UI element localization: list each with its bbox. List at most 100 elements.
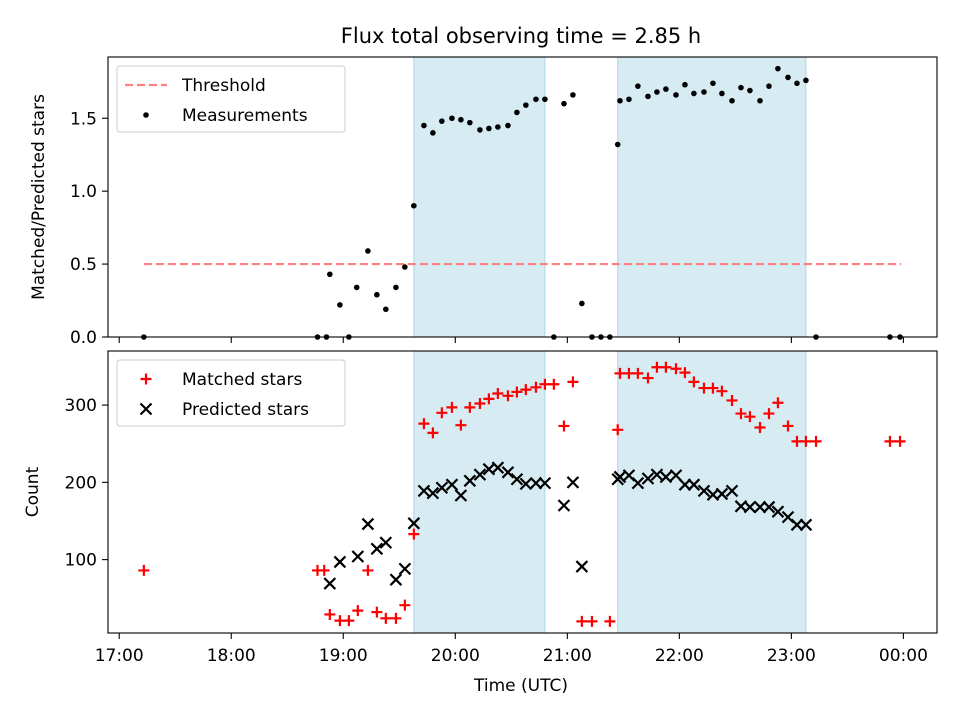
matched-star-point (352, 605, 364, 617)
predicted-star-point (715, 487, 729, 501)
predicted-star-point (743, 500, 757, 514)
y-tick-label: 200 (65, 473, 97, 493)
measurement-point (383, 306, 389, 313)
predicted-star-point (491, 461, 505, 474)
y-axis-label-bottom: Count (23, 466, 43, 517)
measurement-point (673, 92, 679, 98)
matched-star-point (604, 615, 616, 627)
matched-star-point (735, 408, 747, 420)
plot-frame-bottom (107, 350, 938, 634)
measurement-point (365, 248, 371, 254)
legend-label: Threshold (181, 76, 266, 96)
matched-star-point (502, 390, 514, 402)
predicted-star-point (445, 478, 459, 491)
measurement-point (327, 271, 333, 278)
y-tick-label: 1.0 (70, 182, 97, 202)
matched-star-point (744, 411, 756, 423)
matched-star-point (688, 376, 700, 388)
predicted-star-point (641, 472, 655, 485)
bottom-panel: 17:00 18:00 19:00 20:00 21:00 22:00 23:00 00:00… (23, 350, 938, 666)
matched-star-point (632, 367, 644, 379)
measurement-point (729, 97, 735, 104)
matched-star-point (446, 401, 458, 413)
predicted-star-point (678, 478, 692, 491)
matched-star-point (318, 564, 330, 576)
measurement-point (785, 74, 791, 81)
matched-star-point (548, 378, 560, 390)
matched-star-point (530, 381, 542, 393)
matched-star-point (716, 385, 728, 397)
matched-star-point (642, 372, 654, 384)
predicted-star-point (557, 499, 571, 512)
matched-star-point (371, 606, 383, 618)
predicted-star-point (575, 560, 589, 573)
x-tick-label: 18:00 (207, 646, 256, 666)
plot-frame-top (107, 56, 938, 338)
matched-star-point (612, 424, 624, 436)
matched-star-point (362, 564, 374, 576)
predicted-star-point (650, 468, 664, 481)
matched-star-point (782, 420, 794, 432)
x-tick-label: 23:00 (767, 646, 816, 666)
measurement-point (477, 127, 483, 133)
matched-star-point (707, 382, 719, 394)
x-tick-label: 17:00 (95, 646, 144, 666)
y-axis-label-top: Matched/Predicted stars (29, 94, 49, 300)
predicted-star-point (762, 500, 776, 514)
matched-star-point (679, 367, 691, 379)
legend-matched-swatch (140, 373, 152, 385)
measurement-point (803, 77, 809, 84)
x-tick-label: 20:00 (431, 646, 480, 666)
predicted-star-point (799, 518, 813, 532)
measurement-point (654, 89, 660, 95)
predicted-star-point (379, 536, 393, 549)
x-tick-label: 19:00 (319, 646, 368, 666)
measurement-point (766, 83, 772, 89)
axes-bottom: 17:00 18:00 19:00 20:00 21:00 22:00 23:00 00:00… (65, 396, 928, 666)
predicted-star-point (725, 484, 739, 498)
measurement-point (430, 130, 436, 136)
matched-star-point (576, 615, 588, 627)
predicted-star-point (510, 472, 524, 486)
measurement-point (614, 141, 621, 148)
matched-star-point (754, 421, 766, 433)
x-tick-label: 22:00 (655, 646, 704, 666)
predicted-star-point (790, 518, 804, 532)
y-tick-label: 100 (65, 551, 97, 571)
measurement-point (635, 83, 641, 89)
matched-star-point (427, 427, 439, 439)
y-tick-label: 1.5 (70, 109, 97, 129)
shaded-intervals-top (413, 56, 807, 338)
measurement-point (533, 96, 539, 103)
measurement-point (449, 115, 455, 122)
legend-top: Threshold Measurements (116, 65, 346, 133)
measurement-point (523, 102, 529, 108)
predicted-star-point (631, 476, 645, 490)
matched-star-point (483, 393, 495, 405)
shaded-intervals-bottom (413, 350, 807, 634)
matched-star-point (586, 615, 598, 627)
shaded-interval (617, 350, 807, 634)
measurement-point (617, 97, 623, 104)
data-marks-bottom (138, 361, 906, 627)
shaded-interval (413, 350, 546, 634)
measurement-point (626, 96, 632, 103)
matched-star-point (436, 407, 448, 419)
predicted-star-point (538, 476, 552, 490)
measurement-point (337, 302, 343, 308)
measurement-point (505, 122, 511, 129)
matched-star-point (810, 435, 822, 447)
matched-star-point (894, 435, 906, 447)
x-axis-label: Time (UTC) (473, 676, 568, 696)
predicted-star-point (398, 562, 412, 576)
predicted-star-point (389, 573, 403, 586)
matched-star-point (343, 615, 355, 627)
measurement-point (719, 90, 725, 97)
predicted-star-point (435, 481, 449, 495)
legend-predicted-swatch (139, 402, 153, 416)
measurement-point (757, 97, 763, 104)
measurement-point (402, 264, 408, 270)
legend-box (116, 65, 346, 133)
predicted-star-point (659, 470, 673, 484)
